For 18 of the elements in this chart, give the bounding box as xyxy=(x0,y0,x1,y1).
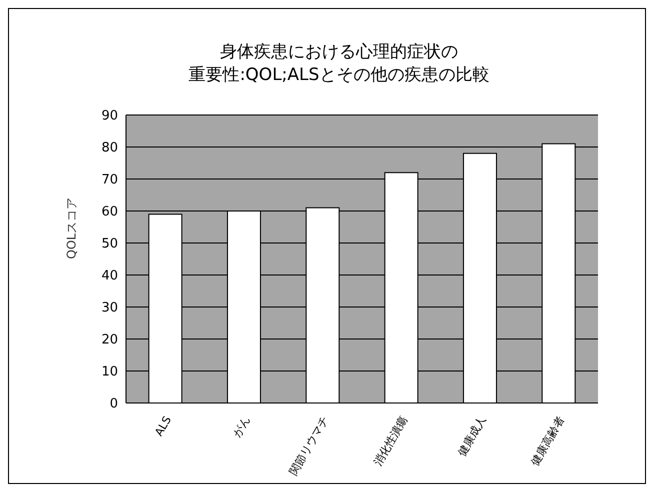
x-tick-label: 健康高齢者 xyxy=(528,414,568,468)
chart-subtitle: 重要性:QOL;ALSとその他の疾患の比較 xyxy=(188,64,490,87)
y-tick-label: 10 xyxy=(101,364,118,380)
y-tick-label: 70 xyxy=(101,172,118,188)
x-tick-label: 消化性潰瘍 xyxy=(371,414,410,468)
y-tick-label: 0 xyxy=(110,396,118,412)
x-tick-label: 健康成人 xyxy=(455,414,489,459)
y-tick-label: 40 xyxy=(101,268,118,284)
chart-title: 身体疾患における心理的症状の xyxy=(219,41,459,64)
y-tick-label: 60 xyxy=(101,204,118,220)
y-axis-title: QOLスコア xyxy=(64,197,78,259)
y-tick-label: 80 xyxy=(101,140,118,156)
y-tick-label: 20 xyxy=(101,332,118,348)
y-tick-label: 30 xyxy=(101,300,118,316)
y-tick-label: 50 xyxy=(101,236,118,252)
x-tick-label: 関節リウマチ xyxy=(287,414,332,478)
y-tick-label: 90 xyxy=(101,108,118,124)
x-tick-label: がん xyxy=(230,414,253,440)
